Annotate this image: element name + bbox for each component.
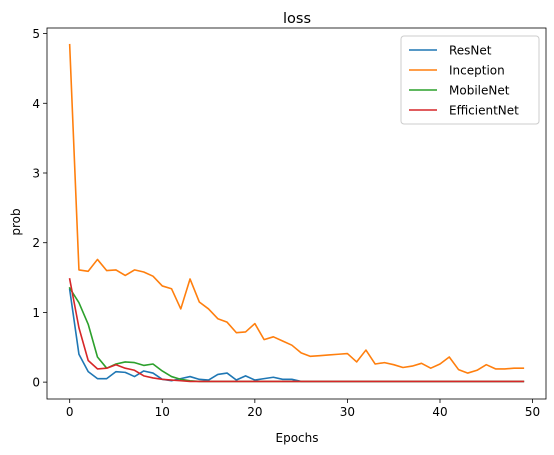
y-tick-label: 3	[32, 166, 40, 180]
legend-label-efficientnet: EfficientNet	[449, 104, 519, 118]
x-axis-ticks: 0 10 20 30 40 50	[66, 399, 540, 419]
plot-lines	[68, 43, 525, 383]
plot-frame	[46, 27, 547, 400]
x-tick-label: 50	[525, 405, 540, 419]
y-tick-label: 4	[32, 97, 40, 111]
legend-label-resnet: ResNet	[449, 44, 492, 58]
x-tick-label: 0	[66, 405, 74, 419]
chart-title: loss	[283, 11, 311, 27]
legend-box	[400, 35, 540, 125]
y-axis-label: prob	[9, 208, 23, 235]
x-tick-label: 20	[247, 405, 262, 419]
legend-label-inception: Inception	[449, 64, 505, 78]
y-tick-label: 0	[32, 376, 40, 390]
legend: ResNet Inception MobileNet EfficientNet	[400, 35, 540, 125]
series-line-efficientnet	[68, 278, 525, 383]
y-tick-label: 1	[32, 306, 40, 320]
x-tick-label: 40	[432, 405, 447, 419]
y-tick-label: 2	[32, 236, 40, 250]
x-tick-label: 30	[340, 405, 355, 419]
x-axis-label: Epochs	[276, 431, 319, 445]
y-axis-ticks: 0 1 2 3 4 5	[32, 27, 47, 390]
series-line-inception	[68, 43, 525, 374]
x-tick-label: 10	[155, 405, 170, 419]
y-tick-label: 5	[32, 27, 40, 41]
legend-label-mobilenet: MobileNet	[449, 84, 510, 98]
